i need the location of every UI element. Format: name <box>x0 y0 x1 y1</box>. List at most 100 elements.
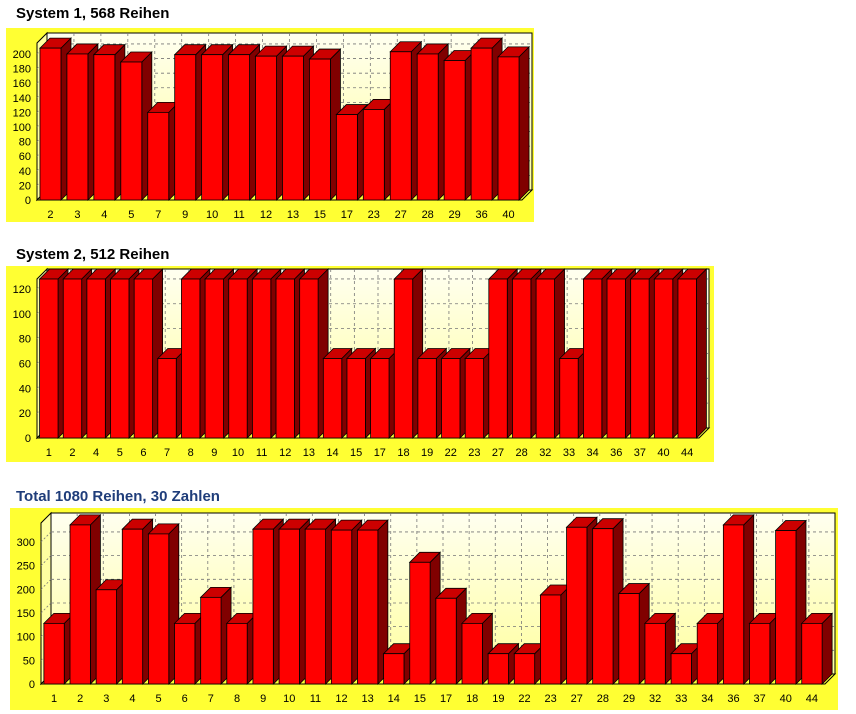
x-tick-label: 12 <box>335 693 347 705</box>
bar-front <box>282 55 304 201</box>
x-tick-label: 23 <box>368 209 380 221</box>
bar-3 <box>65 42 99 201</box>
bar-front <box>670 653 692 685</box>
bar-front <box>696 622 718 685</box>
x-tick-label: 22 <box>445 447 457 459</box>
bar-front <box>309 58 331 201</box>
y-tick-label: 80 <box>19 334 31 346</box>
bar-front <box>417 358 437 439</box>
bar-front <box>393 278 414 439</box>
bar-front <box>304 528 326 685</box>
bar-front <box>121 528 144 685</box>
bar-40 <box>497 45 531 201</box>
bar-front <box>540 594 562 685</box>
bar-front <box>416 53 439 201</box>
x-tick-label: 5 <box>156 693 162 705</box>
bar-13 <box>356 519 389 685</box>
x-tick-label: 32 <box>539 447 551 459</box>
x-tick-label: 6 <box>182 693 188 705</box>
y-tick-label: 200 <box>17 584 35 596</box>
y-tick-label: 140 <box>13 93 31 105</box>
x-tick-label: 8 <box>234 693 240 705</box>
x-tick-label: 32 <box>649 693 661 705</box>
bar-front <box>147 111 170 201</box>
x-tick-label: 27 <box>395 209 407 221</box>
y-tick-label: 20 <box>19 408 31 420</box>
bar-front <box>749 622 771 685</box>
x-tick-label: 18 <box>466 693 478 705</box>
bar-front <box>801 622 823 685</box>
x-tick-label: 27 <box>571 693 583 705</box>
x-tick-label: 7 <box>208 693 214 705</box>
x-tick-label: 18 <box>397 447 409 459</box>
chart-title: System 1, 568 Reihen <box>16 5 170 22</box>
y-tick-label: 160 <box>13 78 31 90</box>
y-tick-label: 120 <box>13 284 31 296</box>
bar-front <box>228 54 250 201</box>
bar-front <box>299 278 319 439</box>
bar-front <box>441 358 461 439</box>
bar-front <box>592 528 614 685</box>
x-tick-label: 4 <box>93 447 99 459</box>
x-tick-label: 7 <box>164 447 170 459</box>
x-tick-label: 19 <box>492 693 504 705</box>
bar-front <box>93 54 116 201</box>
bar-front <box>582 278 603 439</box>
bar-front <box>630 278 650 439</box>
x-tick-label: 13 <box>287 209 299 221</box>
bar-front <box>201 54 224 201</box>
x-tick-label: 33 <box>563 447 575 459</box>
x-tick-label: 36 <box>610 447 622 459</box>
y-tick-label: 0 <box>29 679 35 691</box>
x-tick-label: 9 <box>182 209 188 221</box>
x-tick-label: 15 <box>414 693 426 705</box>
bar-side <box>821 612 833 685</box>
y-tick-label: 120 <box>13 107 31 119</box>
bar-13 <box>298 268 330 439</box>
x-tick-label: 9 <box>211 447 217 459</box>
bar-front <box>69 524 91 685</box>
bar-side <box>695 268 707 439</box>
bar-6 <box>173 612 206 685</box>
x-tick-label: 8 <box>188 447 194 459</box>
x-tick-label: 11 <box>310 693 321 705</box>
bar-4 <box>92 43 126 201</box>
x-tick-label: 29 <box>623 693 635 705</box>
x-tick-label: 36 <box>475 209 487 221</box>
chart-title: Total 1080 Reihen, 30 Zahlen <box>16 488 220 505</box>
bar-29 <box>443 49 477 201</box>
x-tick-label: 6 <box>140 447 146 459</box>
bar-front <box>464 358 485 439</box>
x-tick-label: 3 <box>103 693 109 705</box>
bar-front <box>644 622 666 685</box>
bar-13 <box>281 45 315 201</box>
x-tick-label: 12 <box>260 209 272 221</box>
x-tick-label: 4 <box>101 209 107 221</box>
bar-front <box>383 653 405 685</box>
bar-front <box>322 358 343 439</box>
x-tick-label: 13 <box>362 693 374 705</box>
x-tick-label: 2 <box>47 209 53 221</box>
x-tick-label: 34 <box>586 447 598 459</box>
x-tick-label: 2 <box>69 447 75 459</box>
bar-front <box>120 61 143 201</box>
x-tick-label: 5 <box>117 447 123 459</box>
x-tick-label: 27 <box>492 447 504 459</box>
bar-front <box>174 622 196 685</box>
x-tick-label: 22 <box>518 693 530 705</box>
bar-front <box>775 530 797 685</box>
y-tick-label: 180 <box>13 64 31 76</box>
x-tick-label: 17 <box>374 447 386 459</box>
bar-front <box>335 114 358 201</box>
y-tick-label: 60 <box>19 151 31 163</box>
x-tick-label: 23 <box>468 447 480 459</box>
bar-44 <box>800 612 834 685</box>
bar-side <box>518 45 530 201</box>
x-tick-label: 37 <box>634 447 646 459</box>
x-tick-label: 2 <box>77 693 83 705</box>
bar-7 <box>146 101 180 201</box>
x-tick-label: 34 <box>701 693 713 705</box>
x-tick-label: 14 <box>388 693 400 705</box>
bar-19 <box>487 642 520 685</box>
x-tick-label: 1 <box>51 693 57 705</box>
